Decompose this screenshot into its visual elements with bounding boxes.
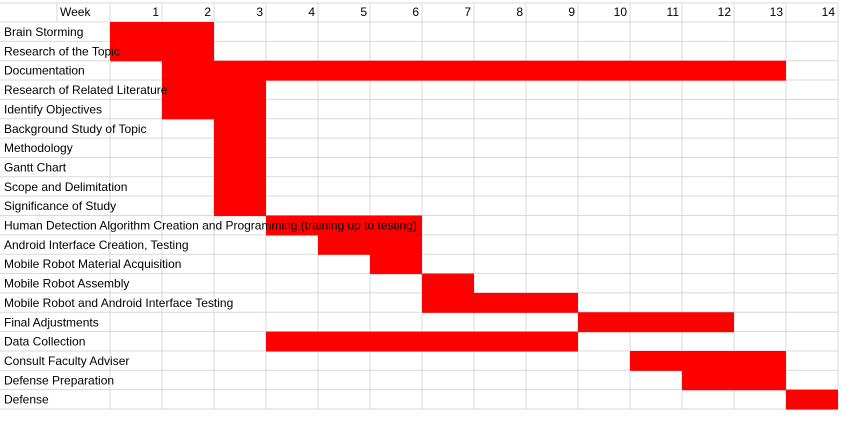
week-tick-label: 11: [667, 5, 680, 19]
task-label: Defense: [4, 393, 49, 407]
task-bar: [214, 157, 266, 178]
task-label: Human Detection Algorithm Creation and P…: [4, 219, 417, 233]
task-bar: [422, 273, 474, 294]
week-tick-label: 4: [308, 5, 315, 19]
task-bar: [786, 389, 838, 410]
week-tick-label: 6: [412, 5, 419, 19]
task-bar: [214, 196, 266, 217]
task-label: Android Interface Creation, Testing: [4, 238, 189, 252]
week-tick-label: 14: [822, 5, 836, 19]
task-bar: [682, 370, 786, 391]
week-tick-label: 13: [770, 5, 784, 19]
task-bar: [630, 350, 786, 371]
task-label: Methodology: [4, 141, 73, 155]
task-label: Scope and Delimitation: [4, 180, 127, 194]
task-label: Defense Preparation: [4, 373, 114, 387]
week-tick-label: 8: [516, 5, 523, 19]
task-label: Final Adjustments: [4, 315, 99, 329]
task-bar: [214, 118, 266, 139]
task-label: Data Collection: [4, 335, 85, 349]
task-label: Consult Faculty Adviser: [4, 354, 129, 368]
task-bar: [214, 176, 266, 197]
task-label: Background Study of Topic: [4, 122, 147, 136]
task-bar: [266, 331, 578, 352]
week-tick-label: 7: [464, 5, 471, 19]
task-label: Identify Objectives: [4, 102, 102, 116]
task-bar: [318, 234, 422, 255]
task-bar: [110, 22, 214, 42]
task-bar: [214, 138, 266, 159]
task-label: Research of Related Literature: [4, 83, 168, 97]
task-bar: [370, 254, 422, 275]
task-label: Gantt Chart: [4, 160, 67, 174]
task-label: Mobile Robot and Android Interface Testi…: [4, 296, 233, 310]
week-tick-label: 5: [360, 5, 367, 19]
task-bar: [110, 41, 214, 62]
task-label: Research of the Topic: [4, 44, 120, 58]
task-bar: [162, 60, 786, 81]
week-tick-label: 12: [718, 5, 732, 19]
bars: [110, 22, 838, 410]
task-bar: [578, 312, 734, 333]
week-tick-label: 2: [204, 5, 211, 19]
task-bar: [162, 80, 266, 100]
task-bar: [422, 292, 578, 313]
week-tick-label: 10: [614, 5, 628, 19]
task-label: Brain Storming: [4, 25, 83, 39]
task-label: Documentation: [4, 64, 85, 78]
task-bar: [162, 99, 266, 120]
week-tick-label: 3: [256, 5, 263, 19]
week-tick-label: 1: [152, 5, 159, 19]
task-label: Mobile Robot Assembly: [4, 277, 129, 291]
week-tick-label: 9: [568, 5, 575, 19]
task-label: Significance of Study: [4, 199, 116, 213]
task-bar: [266, 215, 422, 236]
week-header-label: Week: [60, 5, 91, 19]
task-label: Mobile Robot Material Acquisition: [4, 257, 181, 271]
